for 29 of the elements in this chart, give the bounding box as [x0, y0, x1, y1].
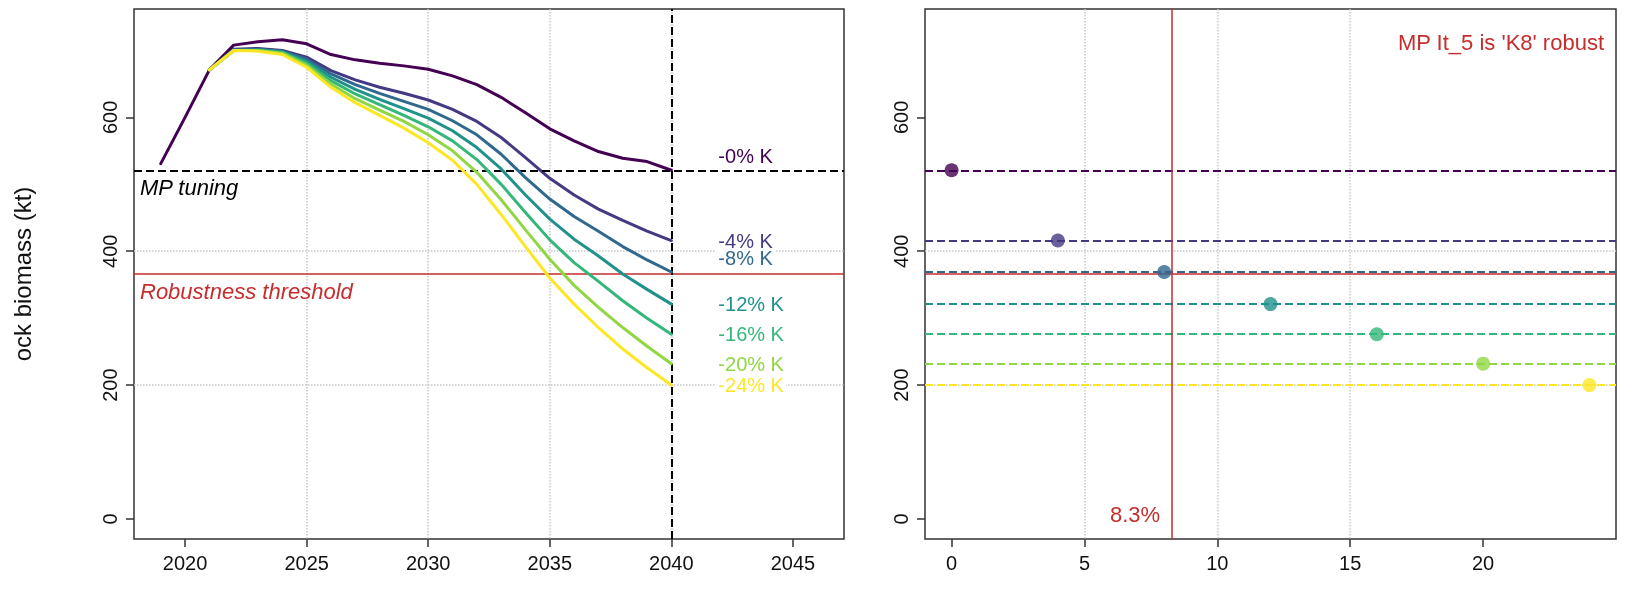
x-tick-label: 2025 — [284, 552, 329, 574]
annotation: MP It_5 is 'K8' robust — [1397, 29, 1604, 55]
y-tick-label: 400 — [890, 234, 912, 268]
ref-line-label: MP tuning — [140, 174, 239, 200]
y-tick-label: 600 — [99, 100, 121, 135]
y-tick-label: 0 — [99, 513, 121, 525]
y-tick-label: 600 — [890, 100, 912, 135]
text: -0% K — [718, 145, 774, 168]
ref-line-label: 8.3% — [1110, 501, 1161, 527]
text: -16% K — [718, 323, 785, 346]
x-tick-label: 5 — [1078, 552, 1091, 574]
x-tick-label: 0 — [946, 552, 958, 574]
y-tick-label: 0 — [890, 513, 912, 525]
text: -12% K — [718, 293, 785, 316]
x-tick-label: 2030 — [405, 552, 451, 574]
y-tick-label: 200 — [99, 368, 121, 402]
x-tick-label: 15 — [1339, 552, 1362, 574]
x-tick-label: 20 — [1471, 552, 1495, 574]
x-tick-label: 2020 — [162, 552, 208, 574]
text: -20% K — [718, 352, 785, 375]
x-tick-label: 2040 — [649, 552, 694, 574]
x-tick-label: 10 — [1206, 552, 1229, 574]
y-tick-label: 200 — [890, 368, 912, 402]
x-tick-label: 2035 — [527, 552, 573, 574]
y-tick-label: 400 — [99, 234, 121, 268]
ref-line-label: Robustness threshold — [140, 278, 354, 304]
x-tick-label: 2045 — [770, 552, 816, 574]
y-axis-title: ock biomass (kt) — [8, 186, 36, 362]
text: -24% K — [718, 374, 785, 397]
